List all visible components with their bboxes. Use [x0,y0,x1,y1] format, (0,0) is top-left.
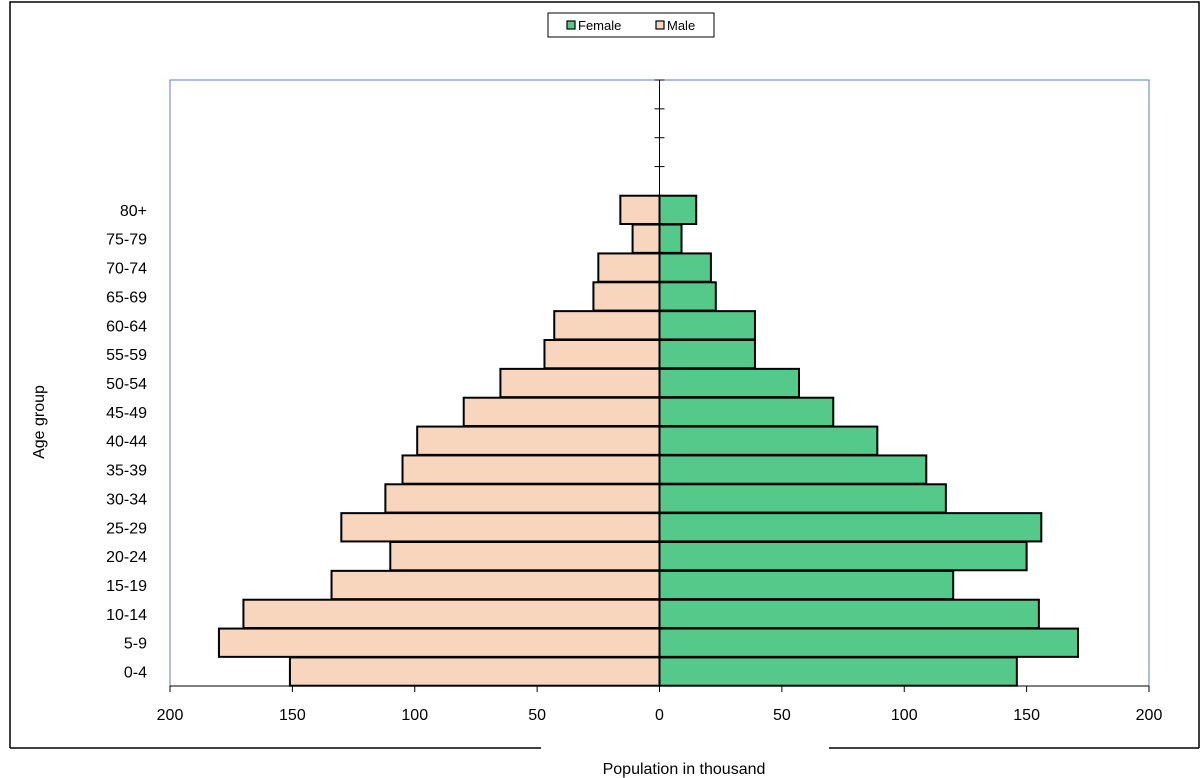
bar-female-75-79 [658,223,683,254]
bar-female-10-14 [658,598,1040,629]
bar-male-10-14 [242,598,661,629]
x-tick-label: 100 [401,707,428,724]
x-tick-label: 150 [279,707,306,724]
bar-female-5-9 [658,627,1080,658]
bar-female-20-24 [658,541,1028,572]
legend-swatch-female [566,20,576,30]
y-tick-label: 70-74 [106,261,147,278]
bar-male-30-34 [384,483,661,514]
bar-female-65-69 [658,281,717,312]
bar-male-35-39 [401,454,661,485]
x-tick-label: 0 [655,707,664,724]
bar-male-70-74 [597,252,661,283]
bar-female-55-59 [658,339,756,370]
y-axis-title: Age group [31,385,48,459]
bar-female-80+ [658,194,698,225]
bar-female-35-39 [658,454,928,485]
bar-female-50-54 [658,367,801,399]
bar-male-65-69 [592,281,661,312]
y-tick-label: 35-39 [106,463,147,480]
bar-male-20-24 [389,541,661,572]
y-tick-label: 60-64 [106,318,147,335]
bar-female-40-44 [658,425,879,456]
bar-male-0-4 [288,656,661,687]
bar-male-75-79 [631,223,661,254]
bar-female-70-74 [658,252,712,283]
bar-male-15-19 [330,569,661,601]
bar-male-55-59 [543,339,661,370]
bar-male-80+ [619,194,661,225]
y-tick-label: 50-54 [106,376,147,393]
y-tick-label: 15-19 [106,578,147,595]
legend-label-female: Female [578,18,621,33]
x-tick-label: 150 [1013,707,1040,724]
bar-female-30-34 [658,483,947,514]
legend-swatch-male [655,20,665,30]
bar-male-25-29 [340,512,661,543]
y-tick-label: 10-14 [106,607,147,624]
bars-group [217,194,1080,687]
x-tick-label: 100 [891,707,918,724]
bar-male-60-64 [553,310,661,341]
y-tick-label: 75-79 [106,232,147,249]
legend: Female Male [547,12,715,38]
y-tick-label: 45-49 [106,405,147,422]
x-tick-label: 50 [773,707,791,724]
y-tick-label: 80+ [120,203,147,220]
y-tick-label: 30-34 [106,491,147,508]
bar-male-50-54 [499,367,661,399]
y-tick-label: 20-24 [106,549,147,566]
y-axis: 0-4 5-9 10-14 15-19 20-24 25-29 30-34 35-39 40-4… [106,203,147,682]
y-tick-label: 55-59 [106,347,147,364]
bar-male-45-49 [462,396,661,427]
x-axis: 200 150 100 50 0 50 100 150 200 [157,685,1163,724]
y-tick-label: 40-44 [106,434,147,451]
y-tick-label: 25-29 [106,520,147,537]
bar-female-15-19 [658,569,955,601]
bar-female-0-4 [658,656,1018,687]
y-tick-label: 65-69 [106,289,147,306]
bar-female-60-64 [658,310,756,341]
legend-box [547,12,715,38]
bar-female-45-49 [658,396,835,427]
bar-male-5-9 [217,627,661,658]
y-tick-label: 0-4 [124,665,147,682]
y-tick-label: 5-9 [124,636,147,653]
chart-frame [9,1,1200,748]
center-axis [654,79,665,687]
x-tick-label: 200 [1136,707,1163,724]
bar-male-40-44 [416,425,661,456]
x-tick-label: 50 [528,707,546,724]
bar-female-25-29 [658,512,1043,543]
legend-label-male: Male [667,18,695,33]
x-tick-label: 200 [157,707,184,724]
x-axis-title: Population in thousand [603,761,766,778]
